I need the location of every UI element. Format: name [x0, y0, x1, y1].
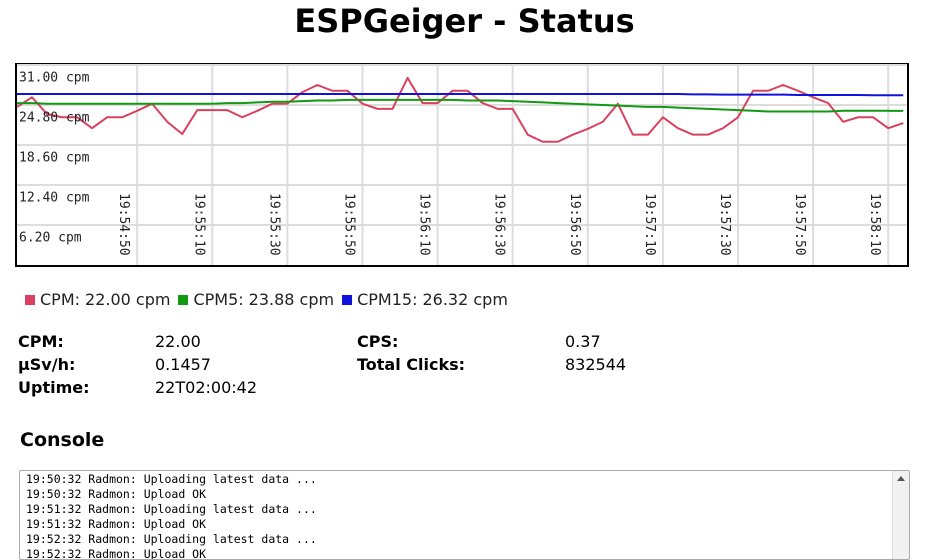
console-line: 19:50:32 Radmon: Uploading latest data .…	[26, 472, 317, 486]
x-tick-label: 19:54:50	[116, 193, 131, 256]
x-tick-label: 19:56:10	[417, 193, 432, 256]
console-line: 19:51:32 Radmon: Uploading latest data .…	[26, 502, 317, 516]
series-line	[16, 76, 904, 143]
x-tick-label: 19:56:50	[567, 193, 582, 256]
stat-value: 22T02:00:42	[155, 378, 257, 397]
legend-value: 23.88 cpm	[248, 290, 335, 309]
y-tick-label: 12.40 cpm	[19, 191, 90, 206]
legend-value: 22.00 cpm	[85, 290, 171, 309]
y-tick-label: 18.60 cpm	[19, 151, 90, 166]
x-tick-label: 19:57:10	[642, 193, 657, 256]
legend: CPM 22.00 cpm CPM5 23.88 cpm CPM15 26.32 cpm	[25, 290, 508, 309]
y-tick-label: 24.80 cpm	[19, 111, 90, 126]
legend-value: 26.32 cpm	[422, 290, 508, 309]
console: 19:50:32 Radmon: Uploading latest data .…	[19, 470, 910, 560]
console-title: Console	[20, 429, 105, 451]
x-tick-label: 19:55:30	[266, 193, 281, 256]
series-line	[17, 93, 904, 97]
x-tick-label: 19:57:50	[792, 193, 807, 256]
stat-label: µSv/h:	[18, 355, 76, 374]
x-tick-label: 19:57:30	[717, 193, 732, 256]
legend-swatch	[25, 294, 35, 305]
y-tick-label: 6.20 cpm	[19, 231, 82, 246]
legend-name: CPM5	[193, 290, 243, 309]
legend-swatch	[178, 294, 189, 305]
x-tick-label: 19:56:30	[492, 193, 507, 256]
y-tick-label: 31.00 cpm	[19, 71, 90, 86]
console-line: 19:52:32 Radmon: Uploading latest data .…	[26, 532, 317, 546]
x-tick-label: 19:55:50	[341, 193, 356, 256]
stat-label: CPM:	[18, 332, 64, 351]
legend-item: CPM5 23.88 cpm	[178, 290, 334, 309]
legend-name: CPM15	[357, 290, 417, 309]
scrollbar[interactable]	[892, 471, 909, 559]
console-line: 19:52:32 Radmon: Upload OK	[26, 547, 207, 560]
console-line: 19:51:32 Radmon: Upload OK	[26, 517, 207, 531]
legend-item: CPM15 26.32 cpm	[342, 290, 508, 309]
stat-label: CPS:	[357, 332, 399, 351]
legend-item: CPM 22.00 cpm	[25, 290, 170, 309]
series-line	[17, 98, 904, 113]
legend-name: CPM	[40, 290, 80, 309]
stat-label: Total Clicks:	[357, 355, 466, 374]
stat-value: 22.00	[155, 332, 201, 351]
stat-value: 0.1457	[155, 355, 211, 374]
console-line: 19:50:32 Radmon: Upload OK	[26, 487, 207, 501]
chart: 6.20 cpm 12.40 cpm 18.60 cpm 24.80 cpm 31.00…	[15, 63, 909, 267]
page-title: ESPGeiger - Status	[294, 2, 635, 40]
x-tick-label: 19:55:10	[191, 193, 206, 256]
plot-background	[15, 63, 909, 267]
stat-value: 0.37	[565, 332, 601, 351]
stat-label: Uptime:	[18, 378, 90, 397]
x-tick-label: 19:58:10	[867, 193, 882, 256]
stat-value: 832544	[565, 355, 627, 374]
legend-swatch	[342, 294, 353, 305]
